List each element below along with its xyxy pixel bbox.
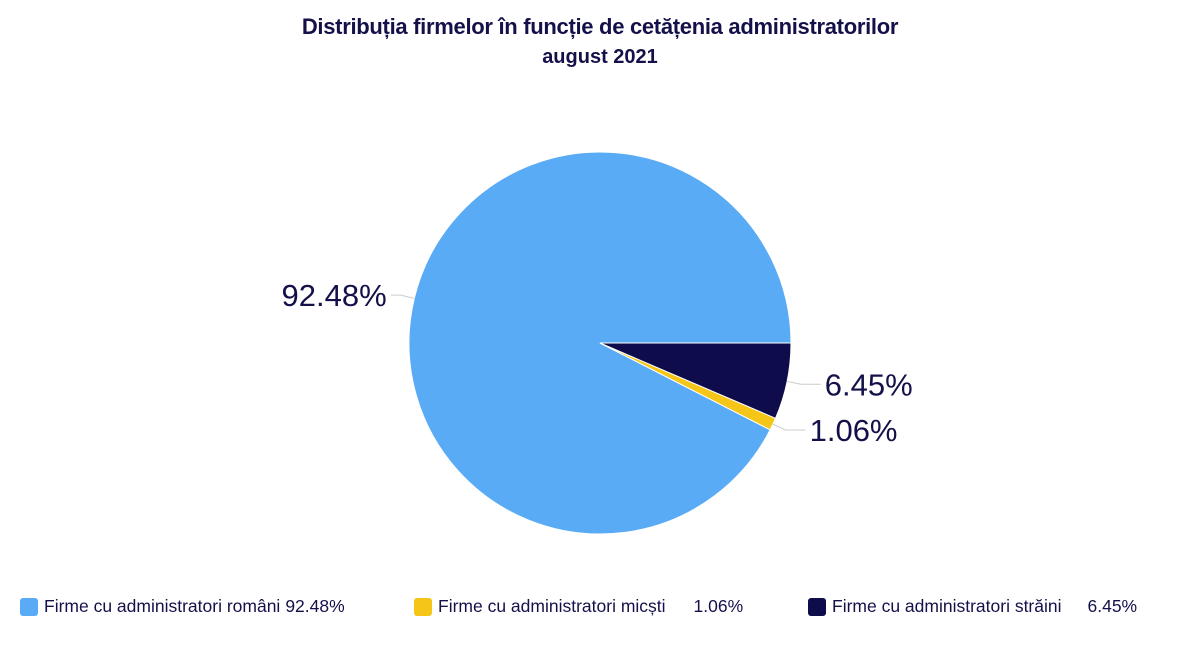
legend-value-straini: 6.45% [1087,596,1138,616]
pie-slice-straini[interactable] [599,342,792,419]
data-label-micsti: 1.06% [810,413,898,448]
chart-title: Distribuția firmelor în funcție de cetăț… [301,14,899,39]
legend: Firme cu administratori români 92.48% Fi… [0,590,1200,624]
legend-item-micsti[interactable]: Firme cu administratori micști 1.06% [414,596,743,617]
legend-value-romani: 92.48% [285,596,345,616]
data-label-romani: 92.48% [282,278,387,313]
legend-swatch-romani [20,597,38,616]
leader-line-romani [390,294,415,299]
legend-label-romani: Firme cu administratori români [44,596,281,616]
legend-swatch-straini [808,597,826,616]
leader-line-micsti [772,423,806,431]
legend-swatch-micsti [414,597,432,616]
legend-item-romani[interactable]: Firme cu administratori români 92.48% [20,596,345,617]
legend-label-straini: Firme cu administratori străini [832,596,1062,616]
chart-subtitle: august 2021 [542,46,658,68]
leader-line-straini [786,380,821,385]
pie-chart: 92.48% 1.06% 6.45% [282,151,913,535]
legend-label-micsti: Firme cu administratori micști [438,596,666,616]
data-label-straini: 6.45% [825,367,913,402]
legend-value-micsti: 1.06% [693,596,744,616]
legend-item-straini[interactable]: Firme cu administratori străini 6.45% [808,596,1137,617]
